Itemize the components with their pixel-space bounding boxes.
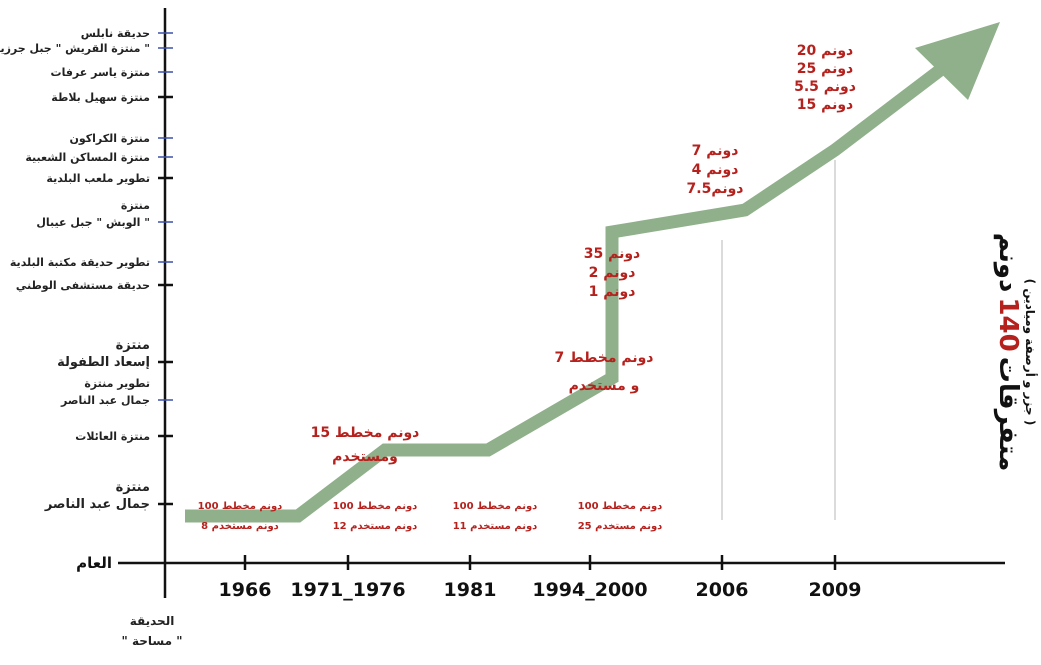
series-line: [185, 49, 964, 523]
y-tick-label: تطوير حديقة مكتبة البلدية: [10, 256, 150, 269]
y-tick-layer: منتزة جمال عبد الناصر منتزة العائلات تطوير …: [0, 27, 173, 512]
x-tick-label: 1981: [444, 579, 497, 601]
series-layer: [185, 22, 1000, 523]
bottom-note: 100 دونم مخطط 11 دونم مستخدم: [453, 501, 538, 532]
x-tick-layer: 1966 1971_1976 1981 1994_2000 2006 2009: [219, 555, 862, 601]
y-tick-label: منتزة ياسر عرفات: [51, 66, 150, 79]
y-tick-label-line: تطوير حديقة مكتبة البلدية: [10, 256, 150, 269]
chart-title: متفرقات 140 دونم: [993, 233, 1023, 472]
y-tick-label: منتزة إسعاد الطفولة: [57, 338, 150, 370]
title-black-end: دونم: [993, 233, 1023, 293]
annotation-line: 7 دونم: [692, 143, 739, 159]
annotation-line: 20 دونم: [797, 43, 853, 59]
y-tick-label: منتزة القريش " جبل جرزيم ": [0, 42, 150, 55]
annotation-line: 4 دونم: [692, 162, 739, 178]
bottom-note: 100 دونم مخطط 12 دونم مستخدم: [333, 501, 418, 532]
bottom-note: 100 دونم مخطط 8 دونم مستخدم: [198, 501, 283, 532]
annotation-line: 1 دونم: [589, 284, 636, 300]
y-tick-label-line: جمال عبد الناصر: [60, 394, 150, 407]
y-tick-label-line: منتزة: [121, 199, 150, 212]
bottom-note-line: 100 دونم مخطط: [333, 501, 418, 512]
svg-text:متفرقات 140 دونم: متفرقات 140 دونم: [993, 233, 1023, 472]
y-tick-label: تطوير ملعب البلدية: [46, 172, 150, 185]
bottom-note: 100 دونم مخطط 25 دونم مستخدم: [578, 501, 663, 532]
svg-text:( جزر و أرصفة وميادين ): ( جزر و أرصفة وميادين ): [1022, 279, 1038, 426]
annotation-line: 7 دونم مخطط: [554, 350, 653, 366]
bottom-note-line: 100 دونم مخطط: [578, 501, 663, 512]
x-tick-label: 1994_2000: [532, 579, 647, 601]
guide-lines: [721, 160, 836, 520]
title-black-start: متفرقات: [993, 357, 1023, 472]
y-tick-label-line: منتزة ياسر عرفات: [51, 66, 150, 79]
x-tick-label: 1966: [219, 579, 272, 601]
y-tick-label: تطوير منتزة جمال عبد الناصر: [60, 377, 150, 407]
annotation-line: ومستخدم: [332, 449, 398, 465]
y-tick-label-line: الوبش " جبل عيبال ": [36, 216, 150, 229]
y-tick-label-line: منتزة: [116, 338, 150, 353]
annotation: 7 دونم 4 دونم 7.5دونم: [687, 143, 744, 197]
annotation-line: 15 دونم مخطط: [311, 425, 420, 441]
bottom-note-line: 25 دونم مستخدم: [578, 521, 663, 532]
y-axis-label: الحديقة " مساحة ": [122, 614, 183, 648]
y-tick-label-line: إسعاد الطفولة: [57, 355, 150, 370]
bottom-note-line: 8 دونم مستخدم: [201, 521, 279, 532]
title-red: 140: [993, 297, 1023, 351]
annotation-line: و مستخدم: [569, 378, 640, 394]
y-tick-label-line: منتزة: [116, 480, 150, 495]
arrow-head: [915, 22, 1000, 100]
annotation-line: 5.5 دونم: [794, 79, 856, 95]
axes: [118, 8, 1005, 598]
y-tick-label-line: حديقة مستشفى الوطني: [16, 279, 150, 292]
annotation-line: 2 دونم: [589, 265, 636, 281]
y-tick-label-line: منتزة العائلات: [75, 430, 150, 443]
bottom-note-line: 12 دونم مستخدم: [333, 521, 418, 532]
annotation: 20 دونم 25 دونم 5.5 دونم 15 دونم: [794, 43, 856, 113]
y-axis-label-line: الحديقة: [130, 614, 175, 628]
x-axis-label: العام: [76, 554, 112, 572]
annotation-line: 15 دونم: [797, 97, 853, 113]
y-tick-label-line: منتزة سهيل بلاطة: [51, 91, 150, 104]
x-tick-label: 2006: [696, 579, 749, 601]
annotation: 7 دونم مخطط و مستخدم: [554, 350, 653, 394]
y-tick-label-line: حديقة نابلس: [81, 27, 150, 40]
y-tick-label-line: تطوير ملعب البلدية: [46, 172, 150, 185]
y-tick-label-line: جمال عبد الناصر: [44, 497, 150, 512]
annotation: 15 دونم مخطط ومستخدم: [311, 425, 420, 465]
y-tick-label: حديقة نابلس: [81, 27, 150, 40]
y-tick-label: منتزة العائلات: [75, 430, 150, 443]
y-tick-label-line: منتزة القريش " جبل جرزيم ": [0, 42, 150, 55]
bottom-note-line: 11 دونم مستخدم: [453, 521, 538, 532]
y-tick-label: منتزة جمال عبد الناصر: [44, 480, 150, 512]
annotation-line: 35 دونم: [584, 246, 640, 262]
y-tick-label: حديقة مستشفى الوطني: [16, 279, 150, 292]
y-tick-label-line: تطوير منتزة: [84, 377, 150, 390]
annotation-line: 25 دونم: [797, 61, 853, 77]
y-tick-label: منتزة الكراكون: [69, 132, 150, 145]
y-tick-label: منتزة الوبش " جبل عيبال ": [36, 199, 150, 229]
y-tick-label: منتزة سهيل بلاطة: [51, 91, 150, 104]
y-axis-label-line: " مساحة ": [122, 634, 183, 648]
annotation-line: 7.5دونم: [687, 181, 744, 197]
bottom-note-line: 100 دونم مخطط: [453, 501, 538, 512]
x-tick-label: 2009: [809, 579, 862, 601]
bottom-note-line: 100 دونم مخطط: [198, 501, 283, 512]
y-tick-label-line: منتزة الكراكون: [69, 132, 150, 145]
annotation: 35 دونم 2 دونم 1 دونم: [584, 246, 640, 300]
y-tick-label: منتزة المساكن الشعبية: [25, 151, 150, 164]
chart-subtitle: ( جزر و أرصفة وميادين ): [1022, 279, 1038, 426]
x-tick-label: 1971_1976: [290, 579, 405, 601]
y-tick-label-line: منتزة المساكن الشعبية: [25, 151, 150, 164]
